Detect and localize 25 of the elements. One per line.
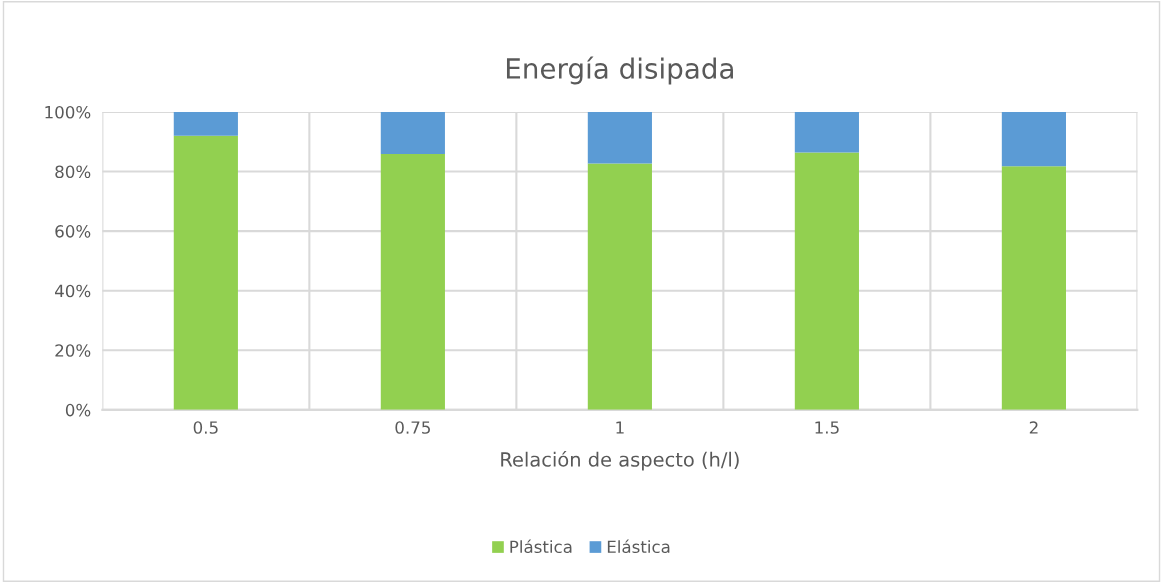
bar [173,111,238,136]
chart-title: Energía disipada [506,56,733,85]
bar [794,152,859,410]
x-tick-label: 2 [1029,421,1038,434]
bar [173,135,238,410]
legend-label: Plástica [510,539,572,554]
x-tick-label: 0.75 [395,421,430,434]
y-tick-label: 40% [55,284,91,298]
y-tick-label: 80% [55,165,91,179]
bar [380,153,445,410]
bar [587,163,652,410]
bar [794,111,859,153]
bar [587,111,652,164]
x-tick-label: 0.5 [193,421,218,434]
legend-label: Elástica [607,539,670,554]
y-tick-label: 20% [55,344,91,357]
x-axis-title: Relación de aspecto (h/l) [501,450,739,471]
bar [380,111,445,154]
bar [1001,166,1066,410]
x-tick-label: 1 [616,421,624,434]
y-tick-label: 100% [45,105,91,119]
y-tick-label: 60% [55,225,91,238]
x-tick-label: 1.5 [815,421,839,434]
bar [1001,111,1066,167]
y-tick-label: 0% [65,403,91,417]
